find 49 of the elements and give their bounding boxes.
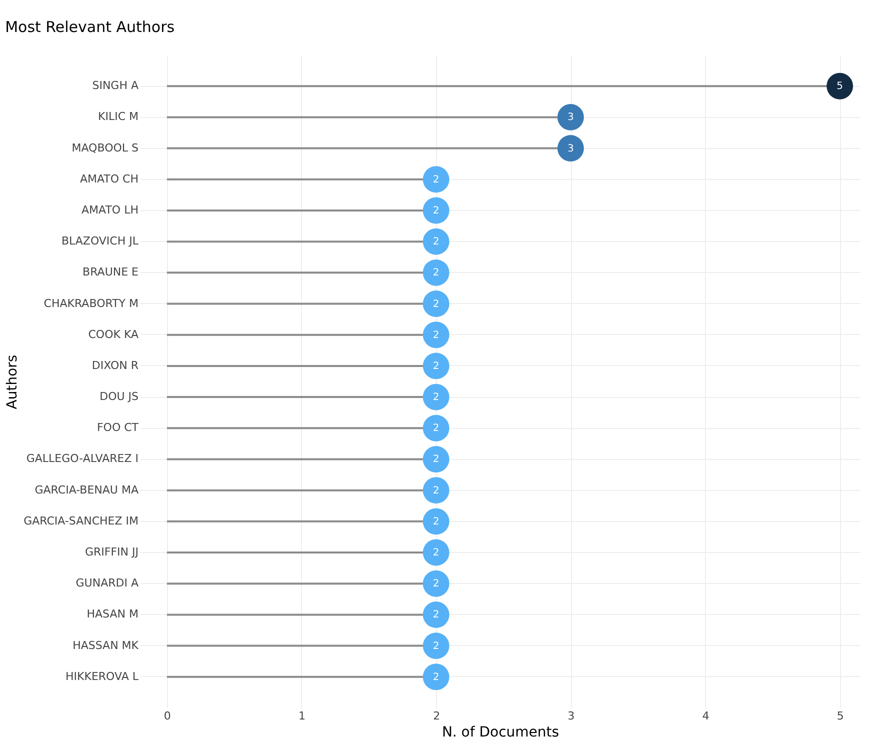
x-tick-label: 2 xyxy=(433,710,440,722)
x-axis-title: N. of Documents xyxy=(442,724,560,740)
chart-title: Most Relevant Authors xyxy=(5,18,175,36)
y-tick-label: GARCIA-SANCHEZ IM xyxy=(24,514,138,528)
x-tick-label: 3 xyxy=(568,710,575,722)
x-tick-label: 5 xyxy=(836,710,844,722)
data-label: 2 xyxy=(432,454,440,466)
y-tick-label: AMATO LH xyxy=(82,203,138,216)
y-tick-label: HASSAN MK xyxy=(72,638,140,652)
y-tick-label: DIXON R xyxy=(92,358,139,372)
data-label: 2 xyxy=(432,205,440,216)
y-tick-label: HIKKEROVA L xyxy=(66,670,140,683)
data-label: 2 xyxy=(432,578,440,590)
y-tick-label: GALLEGO-ALVAREZ I xyxy=(26,452,138,466)
data-label: 2 xyxy=(432,640,440,652)
data-label: 2 xyxy=(432,174,440,186)
y-tick-label: MAQBOOL S xyxy=(72,141,139,154)
y-tick-label: AMATO CH xyxy=(80,172,138,186)
data-label: 2 xyxy=(432,485,440,496)
y-tick-label: GARCIA-BENAU MA xyxy=(34,483,139,496)
x-tick-label: 0 xyxy=(164,710,171,722)
data-label: 2 xyxy=(432,298,440,310)
data-label: 5 xyxy=(836,81,843,92)
data-label: 2 xyxy=(432,610,440,621)
x-tick-label: 4 xyxy=(702,710,710,722)
data-label: 2 xyxy=(432,236,440,248)
y-axis-title: Authors xyxy=(4,354,21,410)
data-label: 3 xyxy=(567,143,574,154)
data-label: 3 xyxy=(567,112,574,124)
data-label: 2 xyxy=(432,672,440,683)
data-label: 2 xyxy=(432,423,440,434)
data-label: 2 xyxy=(432,268,440,279)
y-tick-label: FOO CT xyxy=(96,421,139,434)
y-tick-label: GRIFFIN JJ xyxy=(84,546,138,559)
x-tick-label: 1 xyxy=(298,710,306,722)
y-tick-label: HASAN M xyxy=(86,608,138,621)
data-label: 2 xyxy=(432,360,440,372)
data-label: 2 xyxy=(432,516,440,528)
y-tick-label: CHAKRABORTY M xyxy=(44,296,138,310)
y-tick-label: DOU JS xyxy=(100,390,139,404)
y-tick-label: KILIC M xyxy=(98,110,138,124)
y-tick-label: COOK KA xyxy=(88,328,139,341)
y-tick-label: GUNARDI A xyxy=(76,576,139,590)
y-tick-label: BLAZOVICH JL xyxy=(61,234,140,248)
y-tick-label: SINGH A xyxy=(92,79,139,92)
data-label: 2 xyxy=(432,548,440,559)
y-tick-label: BRAUNE E xyxy=(82,266,139,279)
data-label: 2 xyxy=(432,330,440,341)
data-label: 2 xyxy=(432,392,440,404)
